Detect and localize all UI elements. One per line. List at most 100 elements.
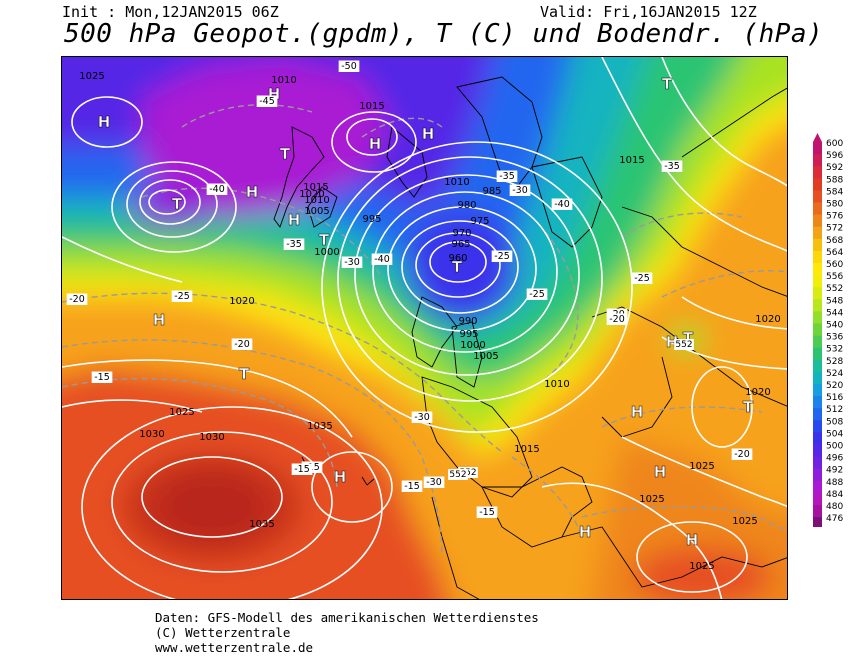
legend-swatch: [813, 178, 822, 191]
isotherm-label: -35: [664, 161, 680, 172]
legend-swatch: [813, 492, 822, 506]
legend-label: 600: [826, 139, 843, 149]
legend-label: 516: [826, 393, 843, 403]
isotherm-label-box: [411, 411, 433, 423]
isotherm-label-box: [231, 338, 253, 350]
legend-swatch: [813, 480, 822, 494]
legend-label: 504: [826, 429, 843, 439]
isotherm-label: -20: [234, 339, 250, 350]
geopotential-label-box: [448, 469, 468, 480]
isotherm-label: -30: [414, 412, 430, 423]
high-pressure-center: H: [153, 311, 166, 329]
isobar-label: 1020: [745, 387, 770, 398]
legend-swatch: [813, 359, 822, 373]
isotherm-label-box: [256, 95, 278, 107]
legend-label: 564: [826, 248, 843, 258]
legend-label: 520: [826, 381, 843, 391]
isotherm-label-box: [476, 506, 498, 518]
legend-label: 592: [826, 163, 843, 173]
footer-url: www.wetterzentrale.de: [155, 640, 314, 655]
legend-label: 532: [826, 345, 843, 355]
low-pressure-center: T: [172, 195, 183, 213]
isotherm-label-box: [341, 256, 363, 268]
isotherm-label-box: [526, 288, 548, 300]
legend-label: 500: [826, 442, 843, 452]
isobar-label: 1025: [689, 561, 714, 572]
legend-swatch: [813, 335, 822, 349]
isotherm-label-box: [509, 184, 531, 196]
low-pressure-center: T: [683, 329, 694, 347]
legend-label: 572: [826, 224, 843, 234]
isotherm-label-box: [631, 272, 653, 284]
isotherm-label-box: [491, 250, 513, 262]
isobar-label: 1035: [249, 519, 274, 530]
legend-label: 488: [826, 478, 843, 488]
geopotential-label: 552: [459, 468, 476, 478]
legend-swatch: [813, 432, 822, 445]
legend-label: 548: [826, 296, 843, 306]
geopotential-label: 552: [675, 340, 692, 350]
legend-label: 480: [826, 502, 843, 512]
legend-label: 568: [826, 236, 843, 246]
legend-swatch: [813, 202, 822, 216]
legend-label: 496: [826, 454, 843, 464]
isotherm-label: -30: [344, 257, 360, 268]
isobar-label: 980: [457, 200, 476, 211]
legend-label: 528: [826, 357, 843, 367]
legend-swatch: [813, 468, 822, 482]
high-pressure-center: H: [98, 113, 111, 131]
temperature-isotherms: [62, 104, 787, 558]
legend-swatch: [813, 238, 822, 252]
high-pressure-center: H: [654, 463, 667, 481]
geopotential-label-box: [674, 339, 694, 350]
isobar-label: 1025: [639, 494, 664, 505]
isobar-label: 1020: [755, 314, 780, 325]
isotherm-label-box: [496, 170, 518, 182]
isobar-label: 990: [458, 316, 477, 327]
legend-swatch: [813, 250, 822, 264]
isotherm-label: -25: [529, 289, 545, 300]
isotherm-label: -20: [734, 449, 750, 460]
isobar-label: 965: [451, 239, 470, 250]
legend-swatch: [813, 517, 822, 530]
legend-label: 512: [826, 405, 843, 415]
isotherm-label-box: [731, 448, 753, 460]
legend-swatch: [813, 299, 822, 312]
isobar-label: 995: [362, 214, 381, 225]
isotherm-label: -25: [494, 251, 510, 262]
high-pressure-center: H: [631, 403, 644, 421]
isobar-label: 1025: [79, 71, 104, 82]
isobar-label: 1010: [271, 75, 296, 86]
isotherm-label-box: [423, 476, 445, 488]
legend-swatch: [813, 444, 822, 458]
legend-swatch: [813, 371, 822, 385]
legend-swatch: [813, 505, 822, 518]
isotherm-label: -40: [374, 254, 390, 265]
isobar-label: 1015: [359, 101, 384, 112]
legend-swatch: [813, 456, 822, 470]
high-pressure-center: H: [369, 135, 382, 153]
legend-arrow-top: [813, 133, 822, 142]
valid-time: Valid: Fri,16JAN2015 12Z: [540, 3, 757, 21]
legend-label: 544: [826, 308, 843, 318]
isotherm-label: -35: [286, 239, 302, 250]
isotherm-label: -50: [341, 61, 357, 72]
isobar-label: 1030: [139, 429, 164, 440]
isotherm-label-box: [66, 293, 88, 305]
legend-swatch: [813, 384, 822, 397]
legend-swatch: [813, 154, 822, 167]
legend-label: 540: [826, 321, 843, 331]
legend-swatch: [813, 396, 822, 409]
low-pressure-center: T: [743, 398, 754, 416]
isotherm-label: -15: [94, 372, 110, 383]
isotherm-label-box: [206, 183, 228, 195]
isotherm-label: -15: [479, 507, 495, 518]
isobar-label: 1005: [304, 206, 329, 217]
legend-label: 580: [826, 200, 843, 210]
isobar-label: 960: [448, 253, 467, 264]
isobar-label: 1015: [514, 444, 539, 455]
isotherm-label-box: [551, 198, 573, 210]
isotherm-label-box: [661, 160, 683, 172]
legend-swatch: [813, 190, 822, 203]
legend-swatch: [813, 347, 822, 361]
